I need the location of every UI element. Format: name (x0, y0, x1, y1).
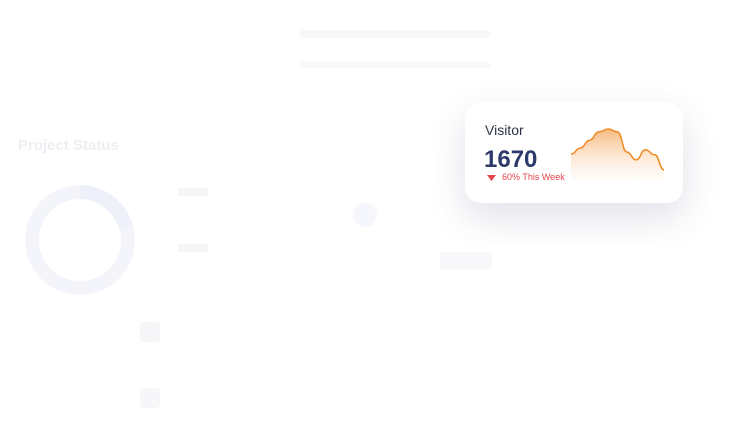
card-title: Visitor (485, 122, 524, 138)
card-change: 60% This Week (502, 172, 565, 182)
faint-nav (300, 30, 490, 38)
sparkline-area (571, 129, 664, 180)
faint-title: Project Status (18, 137, 119, 154)
sparkline (570, 128, 665, 180)
faint-icon (140, 388, 160, 408)
faint-text (178, 188, 208, 196)
faint-button (440, 252, 492, 270)
sparkline-line (570, 128, 665, 171)
visitor-card: Visitor 1670 60% This Week (465, 102, 683, 203)
faint-donut-segment (79, 185, 133, 231)
faint-nav (300, 62, 490, 68)
card-value: 1670 (484, 146, 538, 173)
faint-text (178, 244, 208, 252)
faint-avatar (353, 203, 377, 227)
faint-icon (140, 322, 160, 342)
down-icon (487, 175, 496, 181)
